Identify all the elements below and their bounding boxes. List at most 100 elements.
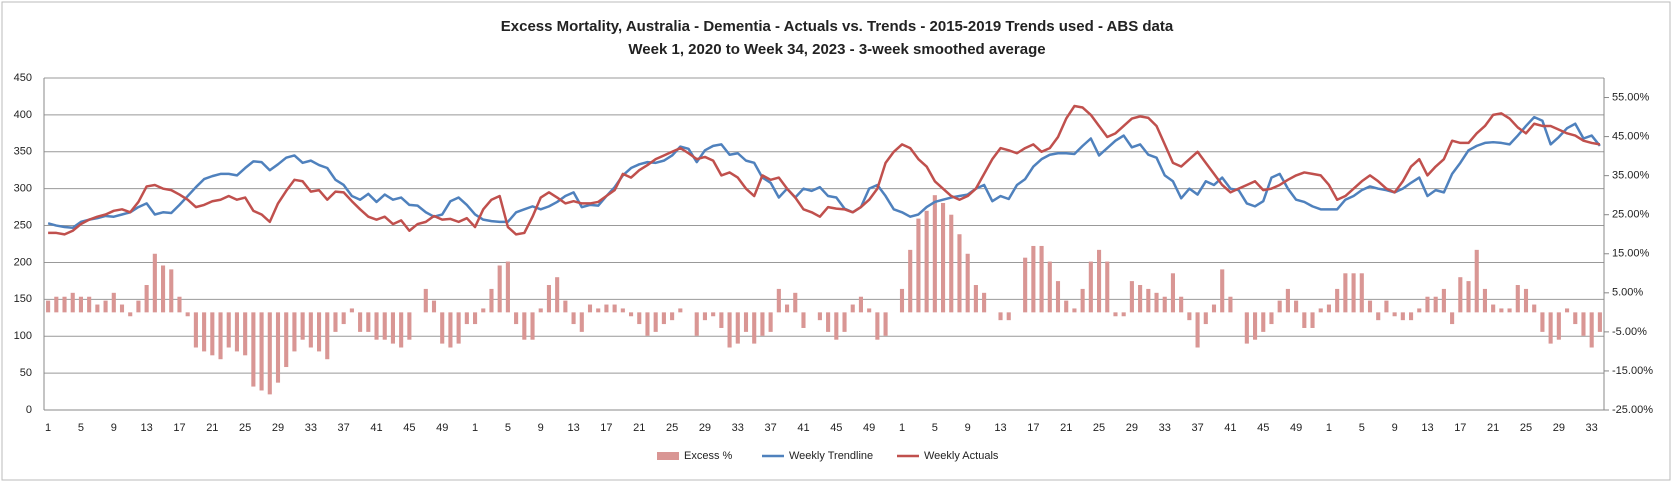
y2-tick-label: 5.00% (1612, 287, 1643, 299)
y2-tick-label: -25.00% (1612, 404, 1653, 416)
bar (1113, 312, 1118, 317)
bar (1326, 304, 1331, 313)
bar (1556, 312, 1561, 340)
bar (1367, 300, 1373, 313)
bar (1253, 312, 1258, 340)
bar (916, 218, 921, 313)
bar (768, 312, 773, 332)
bar (1064, 300, 1069, 313)
bar (1261, 312, 1266, 332)
bar (234, 312, 239, 352)
bar (965, 253, 970, 313)
x-tick-label: 21 (1487, 422, 1499, 434)
y2-tick-label: 25.00% (1612, 209, 1650, 221)
bar (284, 312, 289, 368)
y-tick-label: 400 (14, 109, 32, 121)
bar (949, 214, 954, 313)
line (48, 104, 1601, 236)
bar (858, 296, 863, 313)
y-tick-label: 100 (14, 330, 32, 342)
y-tick-label: 300 (14, 183, 32, 195)
bar (612, 304, 617, 313)
bar (538, 308, 543, 313)
x-tick-label: 49 (1290, 422, 1302, 434)
bar (382, 312, 387, 340)
bar (571, 312, 576, 325)
bar (1351, 273, 1356, 313)
bar (899, 288, 905, 313)
bar (325, 312, 330, 360)
bar (1400, 312, 1405, 321)
bar (473, 312, 478, 325)
bar (719, 312, 724, 328)
x-tick-label: 29 (699, 422, 711, 434)
bar (711, 312, 716, 317)
bar (785, 304, 790, 313)
bar (620, 308, 625, 313)
x-tick-label: 41 (1224, 422, 1236, 434)
x-tick-label: 5 (78, 422, 84, 434)
bar (1597, 312, 1602, 332)
x-tick-label: 1 (45, 422, 51, 434)
bar (555, 277, 560, 313)
bar (1581, 312, 1586, 336)
x-tick-label: 1 (472, 422, 478, 434)
bar (1203, 312, 1208, 325)
bar (448, 312, 453, 348)
bar (1121, 312, 1126, 317)
bar (702, 312, 707, 321)
x-tick-label: 45 (830, 422, 842, 434)
y2-tick-label: 15.00% (1612, 248, 1650, 260)
bar (1589, 312, 1594, 348)
bar (54, 296, 59, 313)
x-tick-label: 5 (1359, 422, 1365, 434)
bar (850, 304, 855, 313)
x-tick-label: 29 (272, 422, 284, 434)
bar (1310, 312, 1315, 328)
bar (119, 304, 125, 313)
bar (1499, 308, 1504, 313)
bar (629, 312, 634, 317)
legend-label: Weekly Actuals (924, 450, 999, 462)
bar (210, 312, 215, 356)
bar (1491, 304, 1496, 313)
bar (95, 304, 100, 313)
bar (1162, 296, 1167, 313)
bar (924, 210, 929, 313)
bar (202, 312, 207, 352)
bar (440, 312, 445, 344)
bar (1023, 257, 1028, 313)
bar (505, 261, 510, 313)
bar (317, 312, 322, 352)
bar (46, 300, 51, 313)
bar (1392, 312, 1397, 317)
bar (1417, 308, 1422, 313)
y2-tick-label: -15.00% (1612, 365, 1653, 377)
bar (743, 312, 749, 332)
bar (1154, 292, 1159, 313)
x-tick-label: 37 (338, 422, 350, 434)
bar (259, 312, 264, 391)
bar (1187, 312, 1192, 321)
bar (834, 312, 839, 340)
legend-label: Weekly Trendline (789, 450, 873, 462)
bar (1006, 312, 1011, 321)
bar (78, 296, 83, 313)
bar (161, 265, 166, 313)
y-tick-label: 350 (14, 146, 32, 158)
bar (152, 253, 157, 313)
bar (1211, 304, 1217, 313)
bar (358, 312, 363, 332)
bar (275, 312, 281, 383)
bar (908, 249, 913, 313)
bar (760, 312, 765, 336)
bar (1195, 312, 1200, 348)
x-tick-label: 49 (436, 422, 448, 434)
bar (308, 312, 313, 348)
bar (300, 312, 305, 340)
bar (226, 312, 231, 348)
bar (185, 312, 190, 317)
bar (1359, 273, 1364, 313)
x-tick-label: 13 (141, 422, 153, 434)
